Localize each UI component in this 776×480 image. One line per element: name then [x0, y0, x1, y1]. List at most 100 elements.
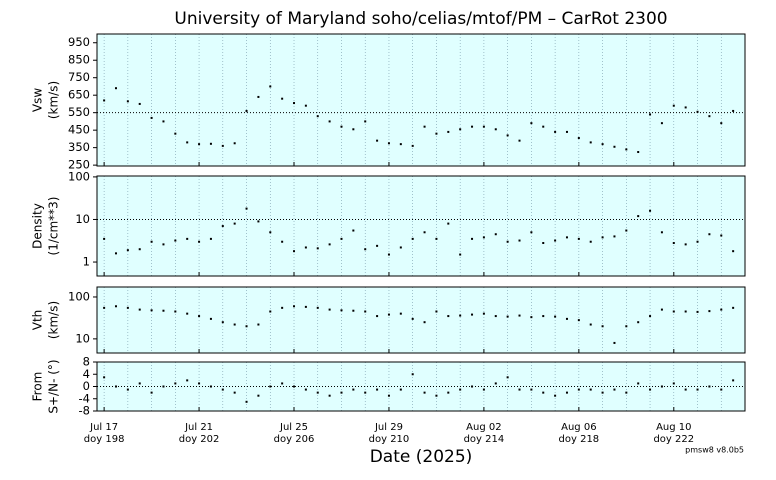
- y-tick-label: 850: [68, 53, 90, 67]
- data-point: [732, 109, 735, 112]
- y-tick-label: 100: [68, 169, 90, 183]
- data-point: [399, 143, 402, 146]
- data-point: [340, 309, 343, 312]
- plot-area: [97, 34, 745, 166]
- x-tick-doy: doy 198: [84, 434, 125, 445]
- data-point: [328, 120, 331, 123]
- data-point: [471, 385, 474, 388]
- data-point: [708, 385, 711, 388]
- y-tick-label: 250: [68, 158, 90, 172]
- data-point: [103, 237, 106, 240]
- data-point: [150, 309, 153, 312]
- data-point: [577, 237, 580, 240]
- data-point: [637, 215, 640, 218]
- data-point: [126, 100, 129, 103]
- data-point: [257, 323, 260, 326]
- data-point: [399, 246, 402, 249]
- data-point: [530, 122, 533, 125]
- data-point: [720, 308, 723, 311]
- data-point: [316, 247, 319, 250]
- data-point: [221, 388, 224, 391]
- data-point: [114, 385, 117, 388]
- data-point: [352, 128, 355, 131]
- data-point: [364, 391, 367, 394]
- data-point: [114, 87, 117, 90]
- plot-area: [97, 176, 745, 276]
- data-point: [293, 250, 296, 253]
- data-point: [399, 388, 402, 391]
- data-point: [649, 315, 652, 318]
- data-point: [269, 385, 272, 388]
- y-axis-title: From: [31, 372, 45, 402]
- y-tick-label: 10: [75, 212, 90, 226]
- data-point: [601, 391, 604, 394]
- data-point: [471, 237, 474, 240]
- y-axis-title: (km/s): [47, 81, 61, 119]
- data-point: [613, 235, 616, 238]
- data-point: [316, 391, 319, 394]
- data-point: [376, 139, 379, 142]
- data-point: [637, 382, 640, 385]
- data-point: [162, 385, 165, 388]
- data-point: [257, 220, 260, 223]
- data-point: [482, 125, 485, 128]
- data-point: [162, 120, 165, 123]
- data-point: [411, 237, 414, 240]
- y-tick-label: 0: [83, 379, 90, 393]
- data-point: [174, 239, 177, 242]
- data-point: [696, 110, 699, 113]
- y-tick-label: 650: [68, 88, 90, 102]
- data-point: [459, 128, 462, 131]
- data-point: [269, 231, 272, 234]
- data-point: [293, 102, 296, 105]
- data-point: [411, 144, 414, 147]
- data-point: [565, 391, 568, 394]
- data-point: [245, 109, 248, 112]
- data-point: [304, 246, 307, 249]
- data-point: [186, 312, 189, 315]
- data-point: [221, 144, 224, 147]
- data-point: [649, 209, 652, 212]
- data-point: [589, 323, 592, 326]
- data-point: [506, 240, 509, 243]
- data-point: [542, 391, 545, 394]
- data-point: [459, 253, 462, 256]
- data-point: [542, 242, 545, 245]
- data-point: [103, 99, 106, 102]
- x-tick-doy: doy 202: [179, 434, 220, 445]
- data-point: [174, 132, 177, 135]
- plot-frame: [96, 286, 746, 354]
- data-point: [328, 308, 331, 311]
- data-point: [447, 130, 450, 133]
- data-point: [269, 310, 272, 313]
- data-point: [209, 385, 212, 388]
- data-point: [542, 125, 545, 128]
- data-point: [209, 237, 212, 240]
- data-point: [138, 102, 141, 105]
- data-point: [494, 382, 497, 385]
- data-point: [542, 315, 545, 318]
- data-point: [198, 315, 201, 318]
- data-point: [625, 148, 628, 151]
- x-tick-label: Jul 29: [374, 422, 403, 433]
- data-point: [340, 391, 343, 394]
- data-point: [649, 388, 652, 391]
- data-point: [399, 312, 402, 315]
- y-tick-label: 750: [68, 70, 90, 84]
- y-tick-label: 450: [68, 123, 90, 137]
- data-point: [293, 305, 296, 308]
- x-tick-doy: doy 214: [464, 434, 505, 445]
- data-point: [209, 317, 212, 320]
- data-point: [387, 142, 390, 145]
- data-point: [577, 388, 580, 391]
- data-point: [720, 388, 723, 391]
- x-tick-label: Aug 10: [656, 422, 691, 433]
- data-point: [387, 313, 390, 316]
- data-point: [103, 376, 106, 379]
- data-point: [126, 388, 129, 391]
- data-point: [482, 236, 485, 239]
- data-point: [554, 394, 557, 397]
- data-point: [660, 231, 663, 234]
- data-point: [518, 139, 521, 142]
- plot-frame: [96, 361, 746, 412]
